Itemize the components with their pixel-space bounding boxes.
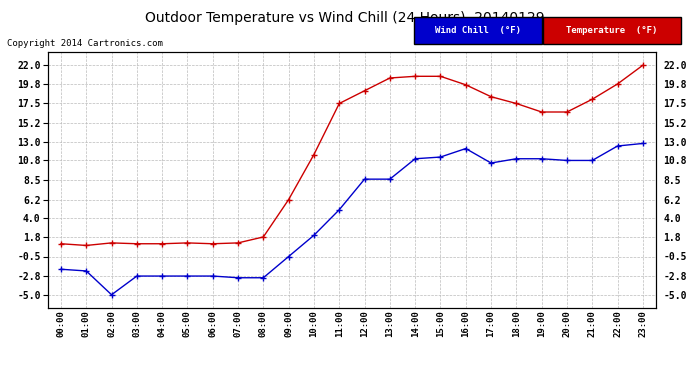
Text: Temperature  (°F): Temperature (°F) — [566, 26, 658, 35]
Text: Outdoor Temperature vs Wind Chill (24 Hours)  20140129: Outdoor Temperature vs Wind Chill (24 Ho… — [145, 11, 545, 25]
Text: Copyright 2014 Cartronics.com: Copyright 2014 Cartronics.com — [7, 39, 163, 48]
Text: Wind Chill  (°F): Wind Chill (°F) — [435, 26, 521, 35]
